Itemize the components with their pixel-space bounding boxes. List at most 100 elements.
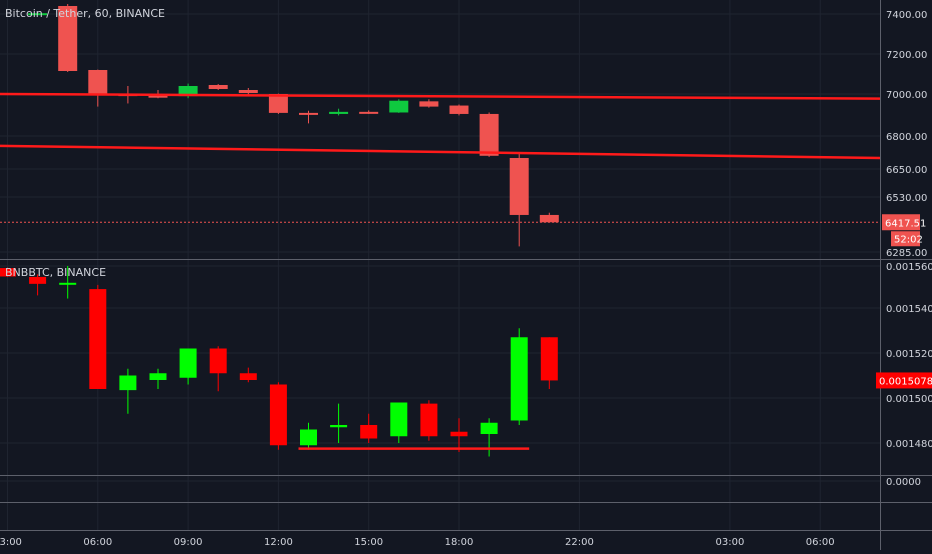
time-tick-label: 22:00 bbox=[565, 537, 594, 548]
time-tick-label: 06:00 bbox=[83, 537, 112, 548]
candle bbox=[329, 108, 349, 116]
time-tick-label: 03:00 bbox=[0, 537, 22, 548]
candle bbox=[539, 212, 559, 223]
candle-body bbox=[59, 282, 77, 285]
candle-body bbox=[208, 85, 228, 89]
price-tick-label: 6800.00 bbox=[886, 132, 927, 143]
candle-body bbox=[509, 158, 529, 215]
bnb-pane-title: BNBBTC, BINANCE bbox=[5, 266, 107, 279]
candle bbox=[0, 267, 16, 277]
candle-body bbox=[299, 112, 318, 115]
candle-body bbox=[540, 337, 558, 381]
price-tick-label: 7000.00 bbox=[886, 90, 927, 101]
candle bbox=[510, 328, 528, 425]
btc-pane-title: Bitcoin / Tether, 60, BINANCE bbox=[5, 7, 165, 20]
btc-candles bbox=[28, 4, 559, 247]
time-tick-label: 15:00 bbox=[354, 537, 383, 548]
candle-body bbox=[450, 431, 468, 437]
candle-body bbox=[419, 101, 439, 107]
candle bbox=[419, 99, 439, 108]
candle-body bbox=[148, 95, 168, 98]
candle-body bbox=[58, 6, 78, 71]
candle bbox=[540, 337, 558, 389]
price-tick-label: 6285.00 bbox=[886, 248, 927, 259]
candle bbox=[359, 110, 379, 114]
candle-body bbox=[480, 422, 498, 434]
last-price-label: 6417.51 bbox=[885, 218, 926, 229]
btc-trendlines[interactable] bbox=[0, 92, 881, 160]
candle-body bbox=[268, 94, 288, 113]
candle-body bbox=[330, 425, 348, 428]
candle-body bbox=[360, 425, 378, 439]
candle bbox=[300, 422, 317, 450]
candle-body bbox=[28, 13, 48, 16]
candle bbox=[330, 403, 348, 443]
countdown-label: 52:02 bbox=[894, 234, 923, 245]
price-tick-label: 7200.00 bbox=[886, 50, 927, 61]
last-price-tag bbox=[876, 372, 932, 389]
candle bbox=[119, 368, 137, 414]
candle-body bbox=[239, 373, 257, 380]
price-tick-label: 6530.00 bbox=[886, 193, 927, 204]
price-tick-label: 0.0000 bbox=[886, 477, 921, 488]
candle-body bbox=[89, 289, 107, 389]
price-tick-label: 7400.00 bbox=[886, 10, 927, 21]
candle bbox=[239, 367, 257, 383]
countdown-tag bbox=[891, 231, 920, 247]
candle-body bbox=[29, 276, 47, 284]
candle bbox=[390, 402, 408, 443]
candle-body bbox=[359, 111, 379, 114]
candle bbox=[179, 348, 197, 385]
time-tick-label: 09:00 bbox=[174, 537, 203, 548]
candle-body bbox=[389, 100, 409, 113]
candle bbox=[509, 153, 529, 247]
candle bbox=[209, 346, 227, 392]
candle bbox=[450, 418, 468, 452]
time-tick-label: 03:00 bbox=[715, 537, 744, 548]
candle bbox=[238, 88, 258, 95]
candle bbox=[268, 93, 288, 114]
candle bbox=[449, 104, 469, 116]
candle-body bbox=[119, 375, 137, 391]
candle-body bbox=[269, 384, 287, 446]
candle bbox=[360, 413, 378, 443]
candle bbox=[420, 400, 438, 441]
candle-body bbox=[300, 429, 317, 446]
candle bbox=[149, 368, 167, 389]
candle bbox=[28, 13, 48, 16]
candle-body bbox=[449, 105, 469, 114]
candle bbox=[59, 266, 77, 299]
candle bbox=[89, 284, 107, 389]
candle-body bbox=[420, 403, 438, 437]
candle bbox=[269, 382, 287, 450]
candle bbox=[299, 110, 318, 124]
candle-body bbox=[88, 70, 108, 94]
candle bbox=[389, 99, 409, 113]
candle-body bbox=[0, 268, 16, 277]
time-tick-label: 18:00 bbox=[445, 537, 474, 548]
candle-body bbox=[238, 90, 258, 93]
trendline[interactable] bbox=[0, 144, 881, 160]
bnb-candles bbox=[0, 266, 558, 457]
candle-body bbox=[178, 86, 198, 97]
candle-body bbox=[179, 348, 197, 378]
candle-body bbox=[479, 113, 499, 156]
time-tick-label: 06:00 bbox=[806, 537, 835, 548]
candle bbox=[88, 69, 108, 107]
candle bbox=[58, 4, 78, 72]
candle-body bbox=[209, 348, 227, 374]
candle bbox=[208, 84, 228, 90]
candle bbox=[29, 274, 47, 296]
candle bbox=[480, 418, 498, 457]
trendline[interactable] bbox=[0, 92, 881, 100]
last-price-label: 0.0015078 bbox=[879, 376, 932, 387]
